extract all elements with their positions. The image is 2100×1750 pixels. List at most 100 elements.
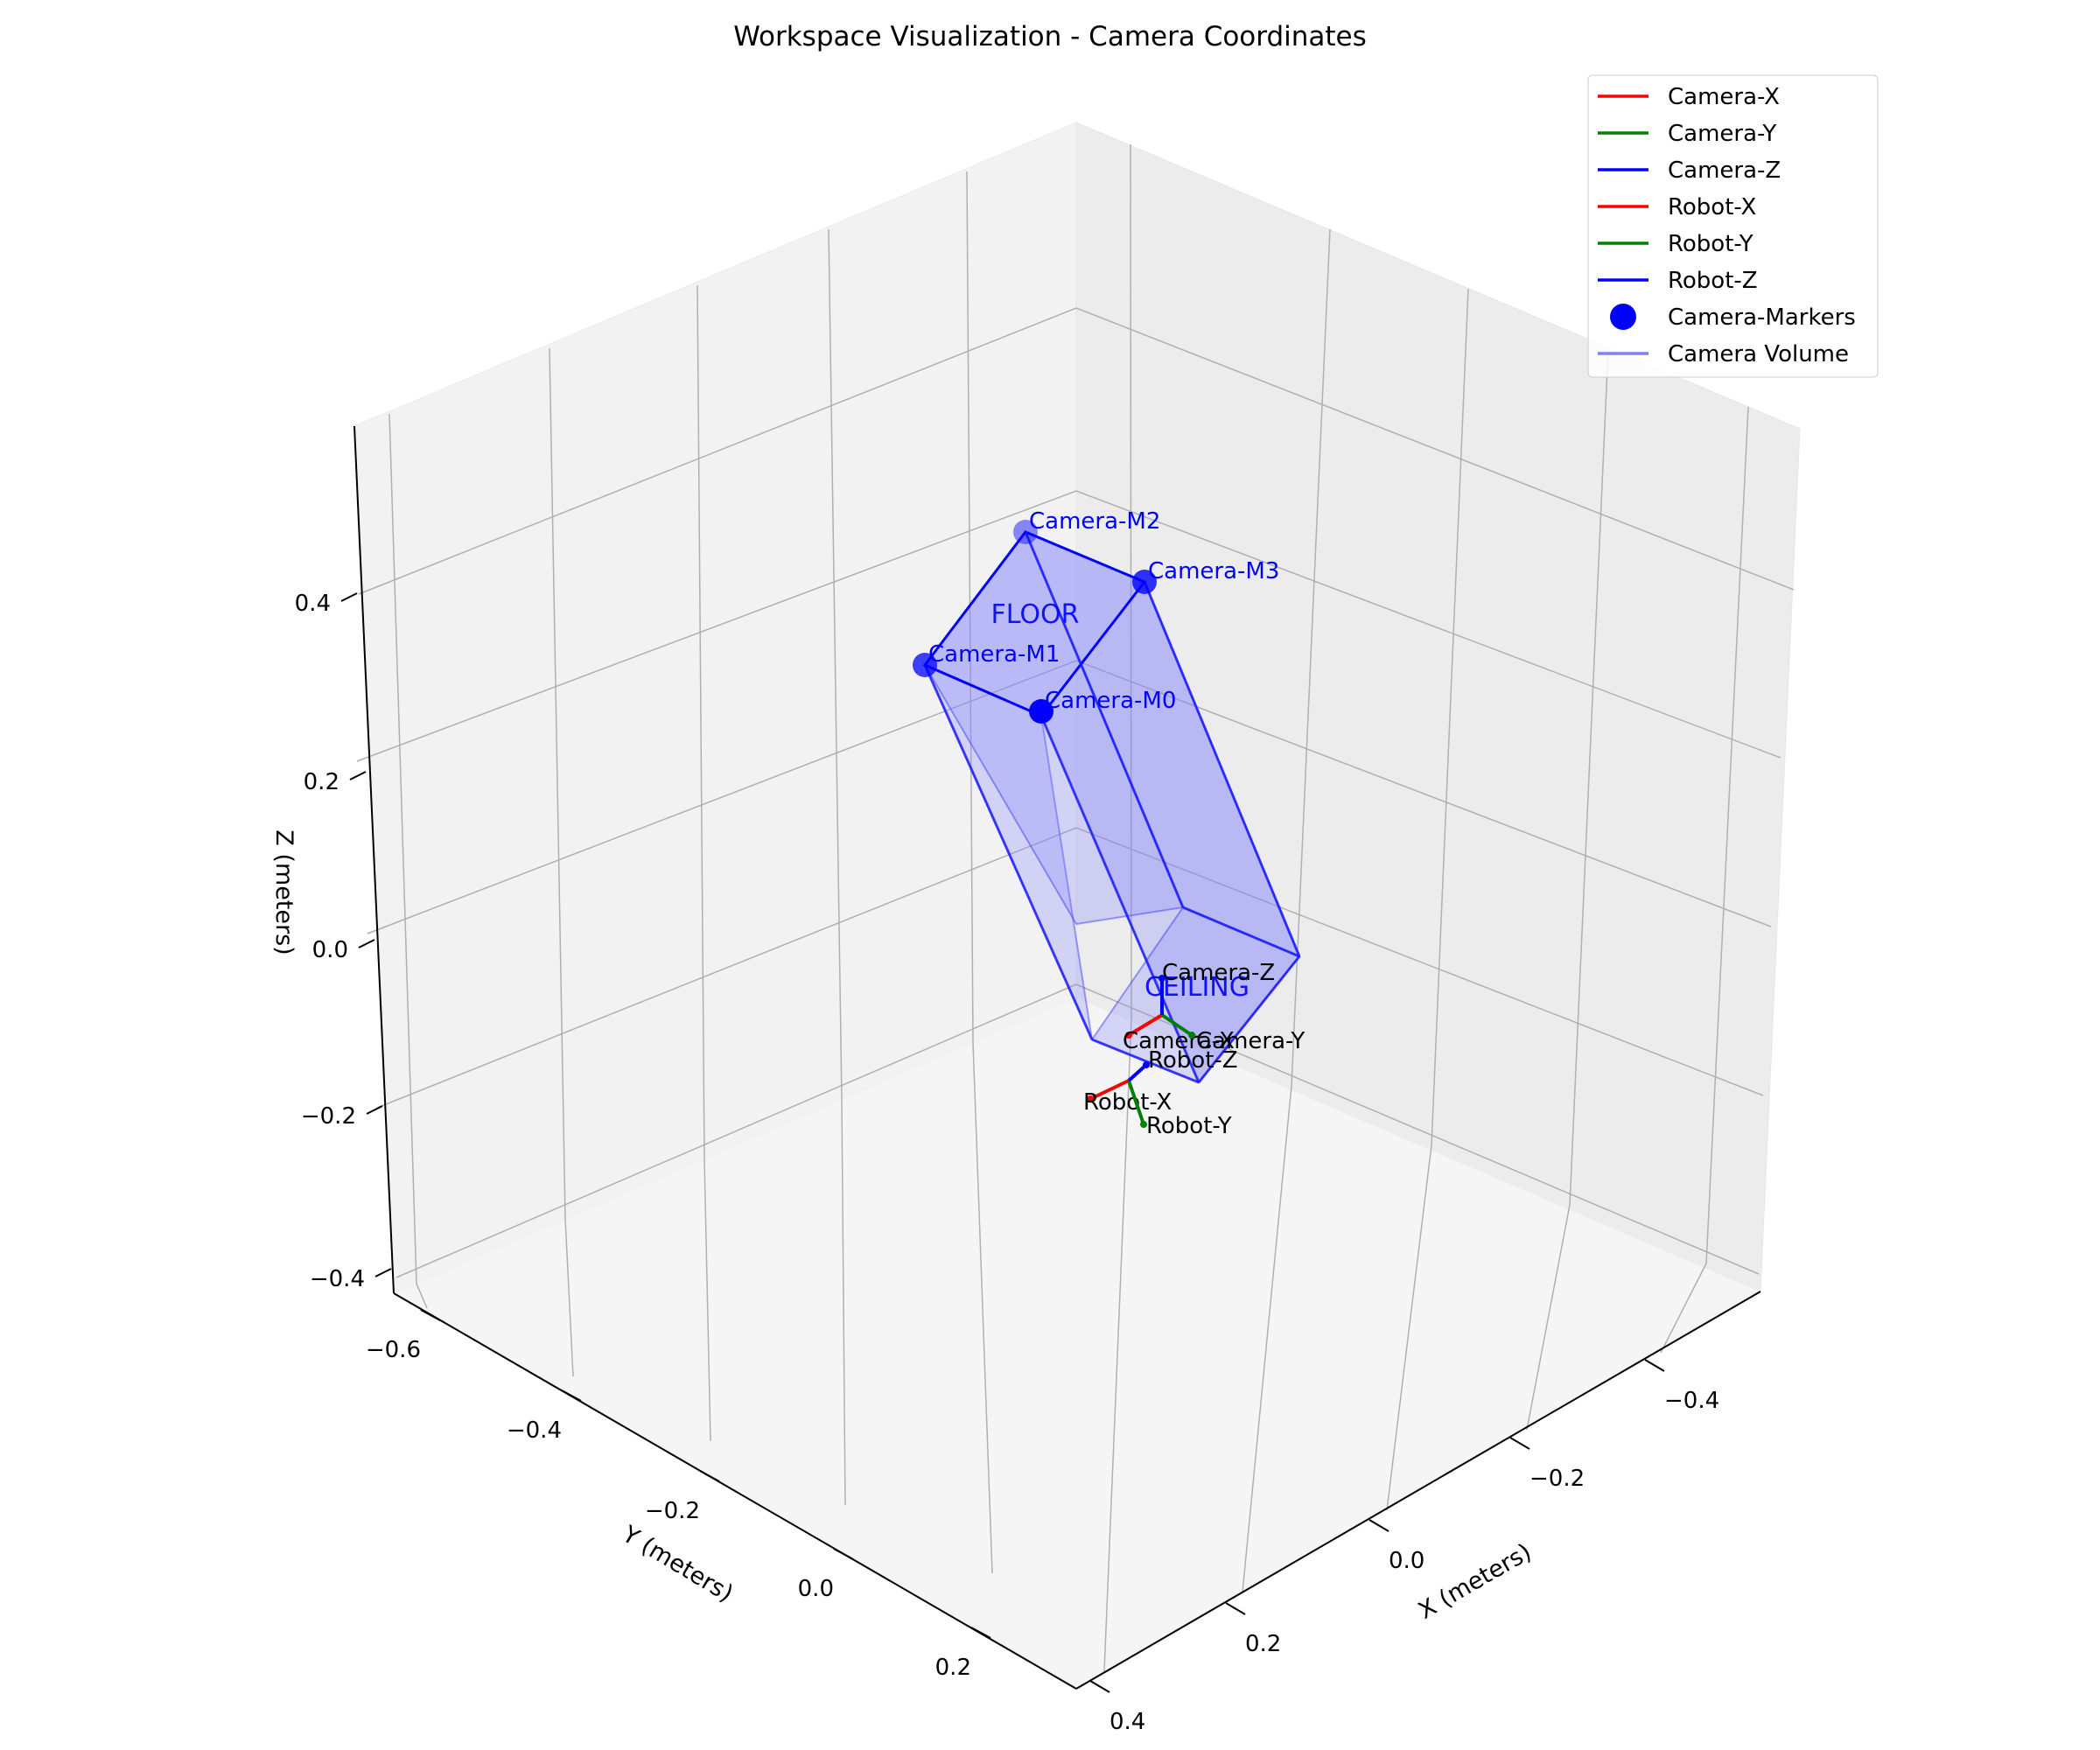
volume-face-label: FLOOR — [991, 599, 1080, 630]
volume-edge — [1091, 1038, 1200, 1084]
camera-marker — [1029, 699, 1054, 724]
y-tick — [420, 1309, 441, 1321]
z-tick — [358, 939, 375, 948]
z-tick — [340, 592, 358, 602]
volume-edge — [923, 664, 1094, 1040]
volume-edge — [1024, 531, 1185, 908]
grid-line-x — [1386, 288, 1469, 1511]
y-tick — [833, 1548, 854, 1560]
x-tick-label: 0.4 — [1110, 1709, 1145, 1735]
x-tick-label: 0.2 — [1245, 1631, 1281, 1657]
axes: −0.4 −0.2 0.0 0.2 0.4 −0.6 −0.4 −0.2 0.0 0.2 −0.4 −… — [295, 425, 1761, 1735]
frame-axis-arrow — [1089, 1079, 1130, 1101]
camera-markers: Camera-M0 Camera-M1 Camera-M2 Camera-M3 — [913, 508, 1279, 724]
grid-line-x — [1242, 228, 1331, 1593]
y-tick-label: −0.6 — [366, 1337, 421, 1363]
grid-line-y — [966, 171, 993, 1574]
volume-edge — [1197, 956, 1301, 1083]
x-axis-line — [1075, 1291, 1761, 1690]
camera-marker-label: Camera-M1 — [928, 641, 1060, 668]
x-axis-label: X (meters) — [1414, 1538, 1536, 1625]
frame-axis-label: Camera-Y — [1196, 1028, 1305, 1054]
legend-label: Robot-Y — [1668, 231, 1754, 257]
frame-axis-arrow — [1127, 1063, 1148, 1082]
y-tick-label: −0.2 — [645, 1498, 700, 1524]
frame-axis-arrowhead — [1087, 1096, 1094, 1102]
grid-line-x — [1526, 347, 1609, 1431]
grid-lines — [356, 144, 1795, 1672]
y-tick — [699, 1470, 720, 1482]
volume-edge — [1182, 906, 1300, 958]
grid-line-y — [828, 228, 846, 1506]
chart-title: Workspace Visualization - Camera Coordin… — [733, 21, 1367, 52]
y-tick-label: 0.0 — [798, 1576, 834, 1602]
x-tick-label: −0.2 — [1530, 1466, 1585, 1492]
z-tick — [349, 771, 367, 780]
x-tick-label: 0.0 — [1389, 1548, 1424, 1574]
grid-line-z — [358, 307, 1795, 595]
frame-axis-arrowhead — [1140, 1121, 1147, 1128]
grid-line-y — [388, 413, 428, 1309]
legend-marker — [1610, 304, 1636, 330]
z-axis-line — [354, 425, 395, 1294]
camera-marker — [1132, 570, 1157, 594]
x-tick — [1225, 1602, 1246, 1615]
frame-axis-arrowhead — [1188, 1032, 1195, 1039]
grid-line-x — [1103, 144, 1132, 1672]
legend-box — [1587, 74, 1879, 378]
legend: Camera-X Camera-Y Camera-Z Robot-X Robot-Y Ro… — [1587, 74, 1879, 378]
z-tick-label: −0.2 — [301, 1103, 356, 1130]
legend-label: Robot-Z — [1668, 268, 1758, 294]
y-axis-label: Y (meters) — [617, 1520, 738, 1607]
y-tick-label: 0.2 — [935, 1655, 971, 1681]
frame-axis-arrow — [1160, 1013, 1194, 1037]
panes — [354, 122, 1801, 1690]
z-tick — [366, 1105, 383, 1115]
frame-axis-label: Camera-X — [1123, 1028, 1235, 1054]
z-tick — [374, 1268, 392, 1278]
grid-line-x — [1660, 406, 1749, 1354]
legend-label: Camera-X — [1668, 84, 1780, 110]
frame-axis-arrow — [1127, 1080, 1145, 1125]
z-tick-label: 0.0 — [312, 937, 348, 963]
frame-axis-arrowhead — [1125, 1032, 1132, 1039]
y-tick — [561, 1390, 582, 1402]
camera-marker-label: Camera-M2 — [1029, 508, 1160, 535]
camera-marker — [1013, 520, 1038, 544]
legend-label: Camera-Markers — [1668, 304, 1856, 331]
z-axis-label: Z (meters) — [270, 830, 298, 955]
x-tick-label: −0.4 — [1664, 1388, 1719, 1414]
x-tick — [1644, 1359, 1665, 1372]
y-tick-label: −0.4 — [507, 1418, 562, 1444]
frame-axis-label: Camera-Z — [1162, 960, 1275, 986]
volume-edge — [1143, 581, 1301, 957]
frame-axis-label: Robot-Z — [1148, 1047, 1238, 1074]
z-tick-label: 0.2 — [304, 769, 340, 795]
camera-marker-label: Camera-M3 — [1148, 558, 1279, 584]
grid-line-z — [367, 660, 1772, 934]
camera-marker — [913, 653, 937, 677]
x-tick — [1089, 1680, 1110, 1693]
grid-line-z — [356, 490, 1782, 762]
legend-label: Robot-X — [1668, 194, 1756, 220]
y-tick — [970, 1627, 991, 1639]
frame-axis-label: Robot-Y — [1146, 1113, 1232, 1139]
y-axis-line — [393, 1292, 1077, 1690]
z-tick-label: 0.4 — [295, 591, 331, 617]
legend-label: Camera-Z — [1668, 158, 1781, 184]
grid-line-y — [696, 284, 711, 1442]
frame-axis-arrowhead — [1143, 1061, 1150, 1068]
legend-label: Camera Volume — [1668, 341, 1849, 368]
frame-axis-label: Robot-X — [1083, 1089, 1172, 1116]
x-tick — [1368, 1519, 1390, 1532]
grid-line-z — [396, 984, 1760, 1278]
z-tick-label: −0.4 — [310, 1266, 365, 1292]
frame-axis-arrow — [1127, 1013, 1164, 1037]
frame-axis-arrowhead — [1158, 975, 1166, 982]
grid-line-z — [376, 827, 1764, 1109]
legend-label: Camera-Y — [1668, 121, 1776, 147]
grid-line-y — [549, 347, 574, 1377]
